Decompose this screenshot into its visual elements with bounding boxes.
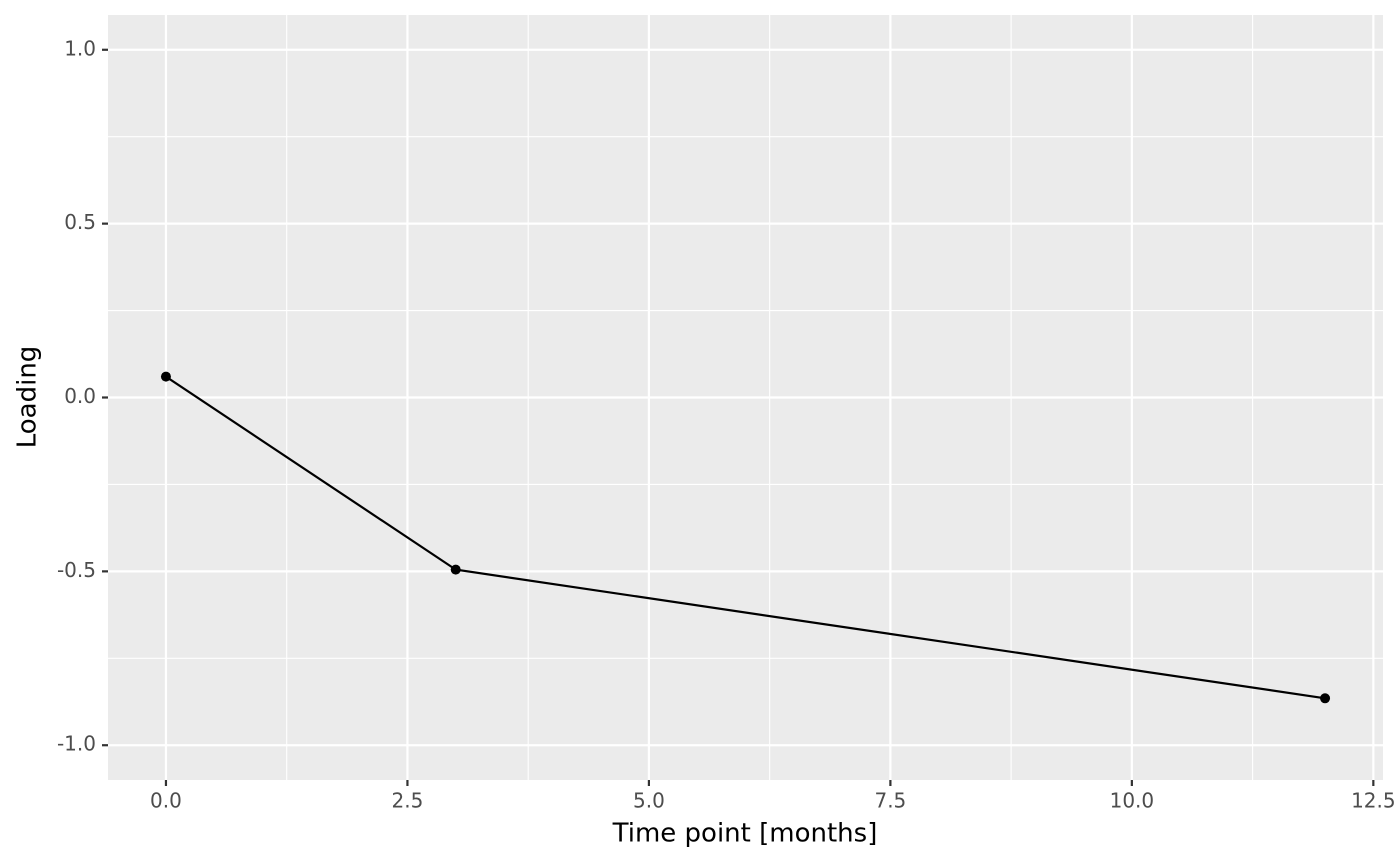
point bbox=[450, 564, 461, 575]
x-axis-title: Time point [months] bbox=[612, 819, 878, 849]
point bbox=[160, 371, 171, 382]
x-tick-label: 5.0 bbox=[633, 789, 665, 813]
x-tick-label: 12.5 bbox=[1351, 789, 1396, 813]
y-tick-label: 0.0 bbox=[64, 384, 96, 408]
x-tick-label: 2.5 bbox=[392, 789, 424, 813]
y-tick-label: -1.0 bbox=[57, 732, 96, 756]
y-axis-title: Loading bbox=[13, 346, 43, 449]
x-tick-label: 10.0 bbox=[1110, 789, 1155, 813]
x-tick-label: 7.5 bbox=[874, 789, 906, 813]
grid bbox=[108, 15, 1383, 780]
x-tick-label: 0.0 bbox=[150, 789, 182, 813]
marks bbox=[160, 371, 1331, 704]
y-tick-label: -0.5 bbox=[57, 558, 96, 582]
y-tick-label: 1.0 bbox=[64, 36, 96, 60]
y-tick-label: 0.5 bbox=[64, 210, 96, 234]
point bbox=[1320, 693, 1331, 704]
